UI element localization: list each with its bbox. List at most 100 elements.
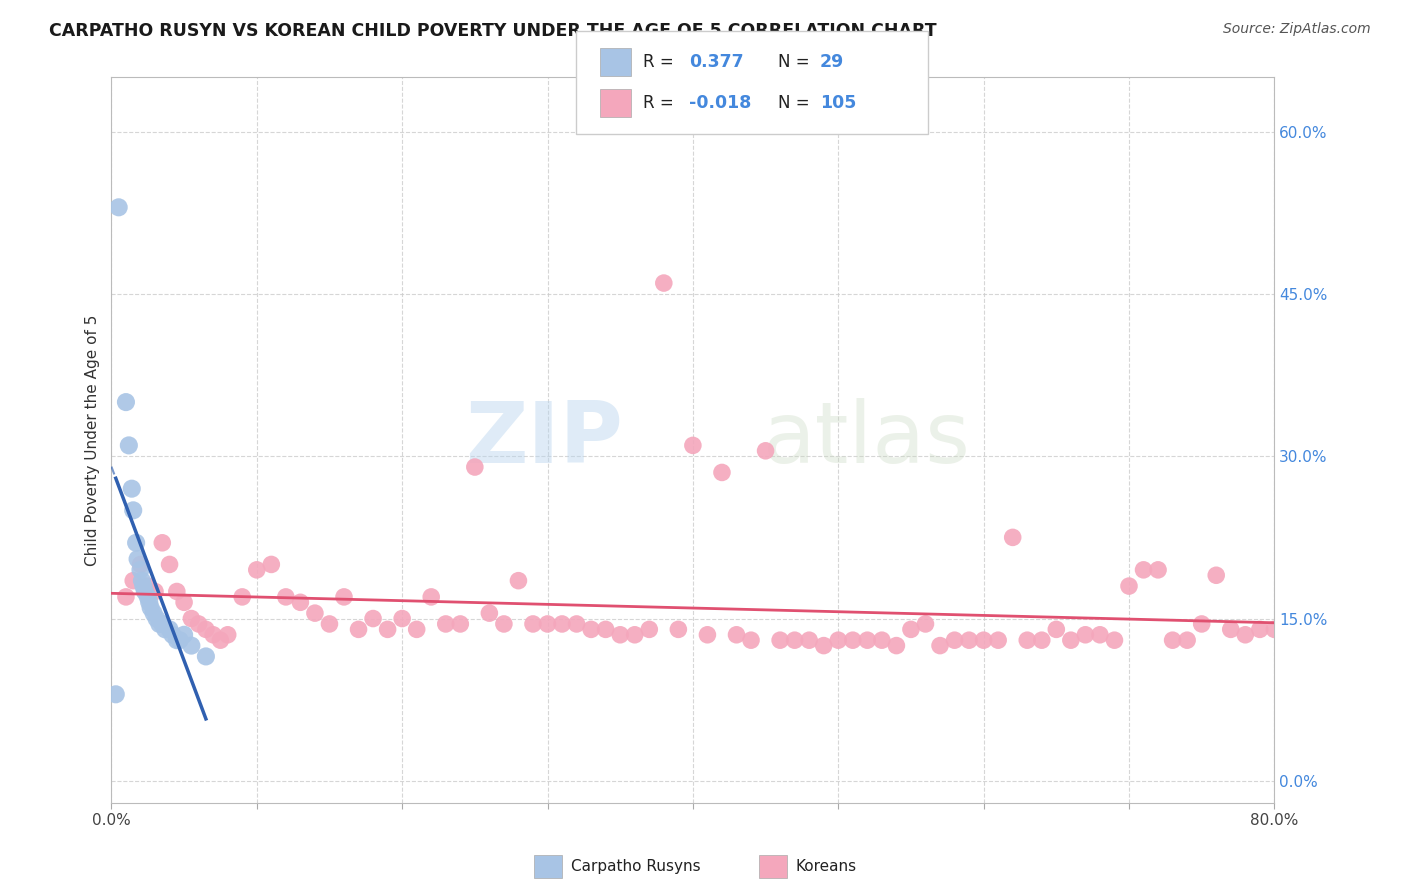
Point: [290, 595, 312, 609]
Point: [827, 633, 849, 648]
Point: [1104, 633, 1126, 648]
Point: [318, 617, 340, 632]
Point: [194, 649, 217, 664]
Point: [943, 633, 966, 648]
Text: Carpatho Rusyns: Carpatho Rusyns: [571, 859, 700, 873]
Point: [914, 617, 936, 632]
Point: [1263, 623, 1285, 637]
Text: ZIP: ZIP: [465, 399, 623, 482]
Point: [565, 617, 588, 632]
Point: [405, 623, 427, 637]
Point: [136, 579, 159, 593]
Point: [1001, 530, 1024, 544]
Point: [799, 633, 821, 648]
Point: [202, 628, 225, 642]
Point: [492, 617, 515, 632]
Point: [145, 611, 167, 625]
Point: [652, 276, 675, 290]
Point: [125, 536, 148, 550]
Point: [725, 628, 748, 642]
Point: [132, 579, 155, 593]
Point: [710, 466, 733, 480]
Point: [159, 623, 181, 637]
Text: CARPATHO RUSYN VS KOREAN CHILD POVERTY UNDER THE AGE OF 5 CORRELATION CHART: CARPATHO RUSYN VS KOREAN CHILD POVERTY U…: [49, 22, 936, 40]
Point: [1045, 623, 1067, 637]
Point: [987, 633, 1010, 648]
Point: [129, 563, 152, 577]
Point: [139, 600, 162, 615]
Point: [127, 552, 149, 566]
Point: [150, 536, 173, 550]
Point: [1191, 617, 1213, 632]
Point: [536, 617, 558, 632]
Point: [1118, 579, 1140, 593]
Y-axis label: Child Poverty Under the Age of 5: Child Poverty Under the Age of 5: [86, 314, 100, 566]
Point: [180, 639, 202, 653]
Point: [121, 482, 143, 496]
Point: [115, 590, 138, 604]
Point: [420, 590, 443, 604]
Point: [1147, 563, 1170, 577]
Point: [231, 590, 253, 604]
Text: R =: R =: [643, 95, 673, 112]
Point: [274, 590, 297, 604]
Point: [209, 633, 232, 648]
Point: [508, 574, 530, 588]
Point: [115, 395, 138, 409]
Point: [973, 633, 995, 648]
Point: [361, 611, 384, 625]
Point: [1219, 623, 1241, 637]
Point: [957, 633, 980, 648]
Point: [162, 628, 184, 642]
Point: [870, 633, 893, 648]
Point: [1088, 628, 1111, 642]
Point: [1132, 563, 1154, 577]
Point: [478, 606, 501, 620]
Point: [579, 623, 602, 637]
Point: [769, 633, 792, 648]
Point: [304, 606, 326, 620]
Point: [107, 200, 129, 214]
Point: [347, 623, 370, 637]
Point: [783, 633, 806, 648]
Point: [169, 633, 191, 648]
Point: [180, 611, 202, 625]
Point: [1175, 633, 1198, 648]
Point: [173, 595, 195, 609]
Point: [1234, 628, 1257, 642]
Text: 0.377: 0.377: [689, 53, 744, 70]
Point: [842, 633, 865, 648]
Point: [138, 595, 160, 609]
Point: [142, 606, 165, 620]
Point: [666, 623, 689, 637]
Point: [595, 623, 617, 637]
Point: [1249, 623, 1271, 637]
Point: [377, 623, 399, 637]
Point: [129, 558, 152, 572]
Point: [143, 584, 166, 599]
Point: [449, 617, 471, 632]
Text: 105: 105: [820, 95, 856, 112]
Point: [153, 623, 176, 637]
Point: [391, 611, 413, 625]
Point: [623, 628, 645, 642]
Point: [929, 639, 952, 653]
Point: [246, 563, 269, 577]
Point: [194, 623, 217, 637]
Point: [159, 558, 181, 572]
Point: [136, 590, 159, 604]
Point: [638, 623, 661, 637]
Point: [131, 574, 153, 588]
Text: 29: 29: [820, 53, 844, 70]
Point: [104, 687, 127, 701]
Point: [813, 639, 835, 653]
Text: Source: ZipAtlas.com: Source: ZipAtlas.com: [1223, 22, 1371, 37]
Point: [166, 633, 188, 648]
Point: [900, 623, 922, 637]
Point: [134, 584, 156, 599]
Point: [148, 617, 170, 632]
Point: [856, 633, 879, 648]
Point: [217, 628, 239, 642]
Text: -0.018: -0.018: [689, 95, 751, 112]
Point: [173, 628, 195, 642]
